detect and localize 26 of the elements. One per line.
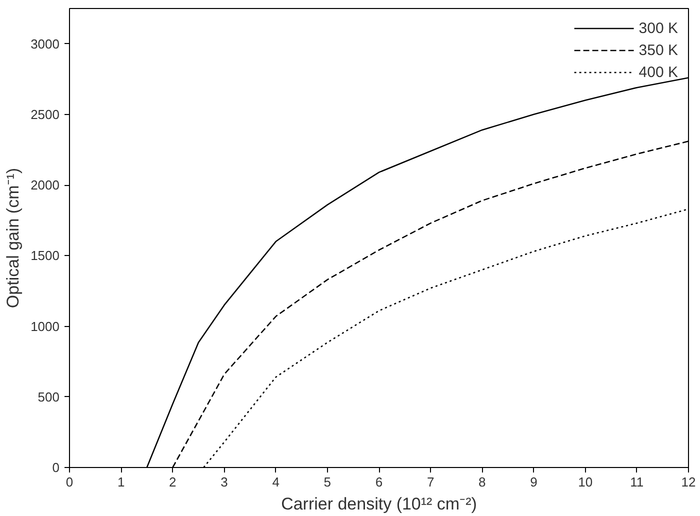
legend-label: 300 K — [638, 20, 678, 36]
x-tick-label: 8 — [478, 474, 486, 490]
x-tick-label: 2 — [169, 474, 176, 490]
y-tick-label: 2500 — [30, 106, 60, 122]
x-tick-label: 9 — [530, 474, 538, 490]
y-axis-title: Optical gain (cm⁻¹) — [4, 168, 23, 308]
line-series — [202, 208, 688, 468]
y-tick-label: 3000 — [30, 36, 60, 52]
x-tick-label: 0 — [66, 474, 74, 490]
legend-label: 400 K — [638, 64, 678, 80]
y-tick-label: 1000 — [30, 318, 60, 334]
x-tick-label: 12 — [681, 474, 696, 490]
x-tick-label: 5 — [324, 474, 332, 490]
x-tick-label: 4 — [272, 474, 280, 490]
x-tick-label: 6 — [375, 474, 383, 490]
x-tick-label: 1 — [117, 474, 125, 490]
x-tick-label: 3 — [220, 474, 228, 490]
x-tick-label: 10 — [578, 474, 593, 490]
y-tick-label: 1500 — [30, 248, 60, 264]
legend-label: 350 K — [638, 42, 678, 58]
x-tick-label: 7 — [426, 474, 434, 490]
x-tick-label: 11 — [630, 474, 644, 490]
y-tick-label: 500 — [38, 389, 60, 404]
x-axis-title: Carrier density (10¹² cm⁻²) — [281, 494, 477, 514]
y-tick-label: 0 — [52, 460, 60, 475]
y-tick-label: 2000 — [30, 178, 60, 193]
